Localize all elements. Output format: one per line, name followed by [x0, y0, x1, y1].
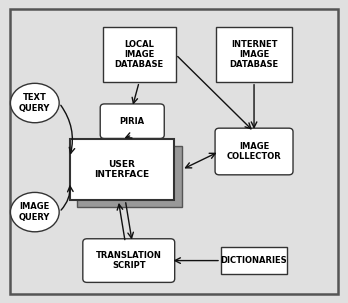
FancyBboxPatch shape [70, 139, 174, 200]
FancyBboxPatch shape [216, 27, 292, 82]
FancyBboxPatch shape [215, 128, 293, 175]
FancyBboxPatch shape [103, 27, 176, 82]
FancyBboxPatch shape [10, 9, 338, 294]
Text: USER
INTERFACE: USER INTERFACE [94, 160, 149, 179]
Text: DICTIONARIES: DICTIONARIES [221, 256, 287, 265]
Ellipse shape [10, 83, 59, 123]
FancyBboxPatch shape [100, 104, 164, 138]
FancyBboxPatch shape [77, 146, 182, 207]
Text: PIRIA: PIRIA [120, 117, 145, 126]
FancyBboxPatch shape [221, 247, 287, 274]
Text: LOCAL
IMAGE
DATABASE: LOCAL IMAGE DATABASE [114, 40, 164, 69]
Text: INTERNET
IMAGE
DATABASE: INTERNET IMAGE DATABASE [229, 40, 279, 69]
Text: TEXT
QUERY: TEXT QUERY [19, 93, 50, 113]
Text: IMAGE
QUERY: IMAGE QUERY [19, 202, 50, 222]
Ellipse shape [10, 192, 59, 232]
Text: TRANSLATION
SCRIPT: TRANSLATION SCRIPT [96, 251, 162, 270]
FancyBboxPatch shape [83, 239, 175, 282]
Text: IMAGE
COLLECTOR: IMAGE COLLECTOR [227, 142, 282, 161]
